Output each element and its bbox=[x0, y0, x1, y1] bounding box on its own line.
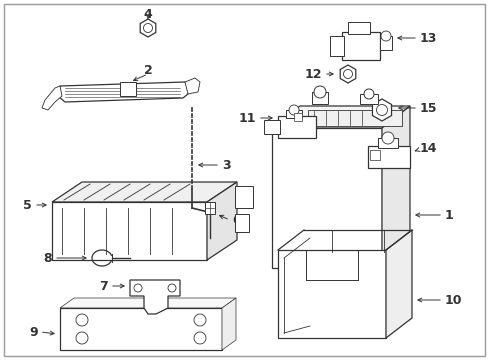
Bar bbox=[379, 36, 391, 50]
Polygon shape bbox=[381, 106, 409, 268]
Polygon shape bbox=[385, 230, 411, 338]
Text: 15: 15 bbox=[419, 102, 437, 114]
Text: 1: 1 bbox=[444, 208, 453, 221]
Polygon shape bbox=[140, 19, 156, 37]
Polygon shape bbox=[130, 280, 180, 314]
Circle shape bbox=[343, 69, 352, 78]
Bar bbox=[367, 146, 409, 168]
Circle shape bbox=[143, 23, 152, 32]
Bar bbox=[60, 308, 222, 350]
Circle shape bbox=[194, 314, 205, 326]
Bar bbox=[341, 32, 379, 60]
Bar bbox=[52, 202, 206, 260]
Circle shape bbox=[76, 314, 88, 326]
Text: 4: 4 bbox=[143, 8, 152, 21]
Polygon shape bbox=[60, 298, 236, 308]
Text: 14: 14 bbox=[419, 141, 437, 154]
Circle shape bbox=[363, 89, 373, 99]
Text: 7: 7 bbox=[99, 279, 108, 292]
Text: 9: 9 bbox=[29, 325, 38, 338]
Circle shape bbox=[168, 284, 176, 292]
Polygon shape bbox=[52, 182, 237, 202]
Circle shape bbox=[380, 31, 390, 41]
Bar bbox=[377, 138, 397, 148]
Circle shape bbox=[194, 332, 205, 344]
Bar bbox=[204, 202, 215, 214]
Bar bbox=[271, 128, 381, 268]
Polygon shape bbox=[42, 86, 62, 110]
Text: 10: 10 bbox=[444, 293, 462, 306]
Polygon shape bbox=[271, 106, 409, 128]
Bar bbox=[311, 92, 327, 104]
Bar bbox=[235, 186, 252, 208]
Text: 6: 6 bbox=[231, 213, 240, 226]
Bar bbox=[307, 110, 401, 126]
Bar bbox=[369, 150, 379, 160]
Bar bbox=[235, 214, 248, 232]
Polygon shape bbox=[206, 182, 237, 260]
Bar bbox=[278, 250, 385, 338]
Circle shape bbox=[313, 86, 325, 98]
Bar bbox=[347, 22, 369, 34]
Bar bbox=[264, 120, 280, 134]
Polygon shape bbox=[58, 82, 190, 102]
Text: 12: 12 bbox=[304, 68, 321, 81]
Text: 11: 11 bbox=[238, 112, 256, 125]
Polygon shape bbox=[222, 298, 236, 350]
Circle shape bbox=[381, 132, 393, 144]
Circle shape bbox=[76, 332, 88, 344]
Circle shape bbox=[376, 104, 386, 116]
Text: 2: 2 bbox=[143, 63, 152, 77]
Circle shape bbox=[288, 105, 298, 115]
Bar bbox=[329, 36, 343, 56]
Text: 3: 3 bbox=[222, 158, 230, 171]
Polygon shape bbox=[340, 65, 355, 83]
Polygon shape bbox=[372, 99, 391, 121]
Polygon shape bbox=[184, 78, 200, 94]
Bar bbox=[285, 110, 302, 118]
Text: 8: 8 bbox=[43, 252, 52, 265]
Bar bbox=[293, 113, 302, 121]
Bar bbox=[278, 116, 315, 138]
Bar bbox=[120, 82, 136, 96]
Text: 5: 5 bbox=[23, 198, 32, 212]
Text: 13: 13 bbox=[419, 32, 436, 45]
Circle shape bbox=[134, 284, 142, 292]
Bar bbox=[359, 94, 377, 104]
